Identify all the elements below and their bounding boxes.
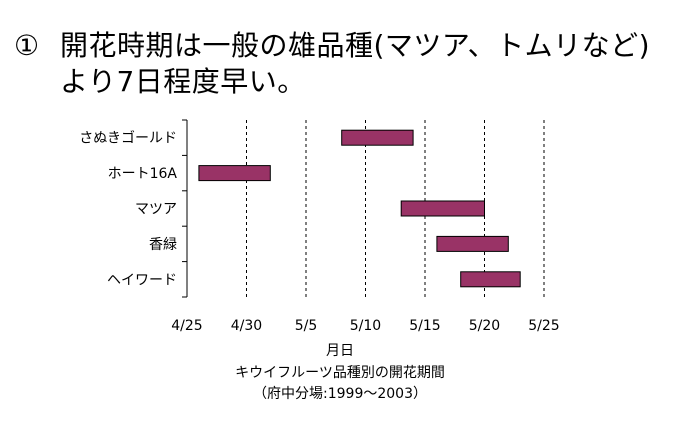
heading-line-2: より7日程度早い。 — [60, 65, 306, 98]
chart-grid — [246, 120, 545, 297]
x-tick-label: 5/5 — [295, 318, 318, 334]
category-label: マツア — [135, 202, 177, 218]
heading-number: ① — [14, 29, 40, 62]
bar-2 — [198, 165, 271, 182]
bar-1 — [341, 129, 414, 146]
chart-axes — [182, 119, 188, 298]
bar-5 — [460, 271, 521, 288]
x-tick-label: 5/25 — [528, 318, 559, 334]
category-label: ホート16A — [108, 166, 178, 182]
chart-title: キウイフルーツ品種別の開花期間 — [235, 365, 445, 381]
bar-3 — [400, 200, 486, 217]
chart-subtitle: （府中分場:1999～2003） — [253, 386, 427, 402]
x-axis-label: 月日 — [326, 343, 354, 359]
x-tick-label: 5/20 — [469, 318, 500, 334]
heading-line-1: 開花時期は一般の雄品種(マツア、トムリなど) — [60, 29, 651, 62]
x-tick-label: 4/30 — [231, 318, 262, 334]
category-label: さぬきゴールド — [79, 130, 177, 147]
category-label: ヘイワード — [107, 272, 177, 288]
x-tick-label: 4/25 — [171, 318, 202, 334]
page-heading: ① 開花時期は一般の雄品種(マツア、トムリなど) より7日程度早い。 — [14, 28, 650, 100]
x-tick-label: 5/15 — [409, 318, 440, 334]
chart-bars — [198, 129, 521, 288]
x-tick-label: 5/10 — [350, 318, 381, 334]
bar-4 — [436, 235, 509, 252]
category-label: 香緑 — [149, 237, 177, 253]
chart-labels: 4/25 4/30 5/5 5/10 5/15 5/20 5/25 さぬきゴールドホート16A… — [79, 130, 559, 334]
